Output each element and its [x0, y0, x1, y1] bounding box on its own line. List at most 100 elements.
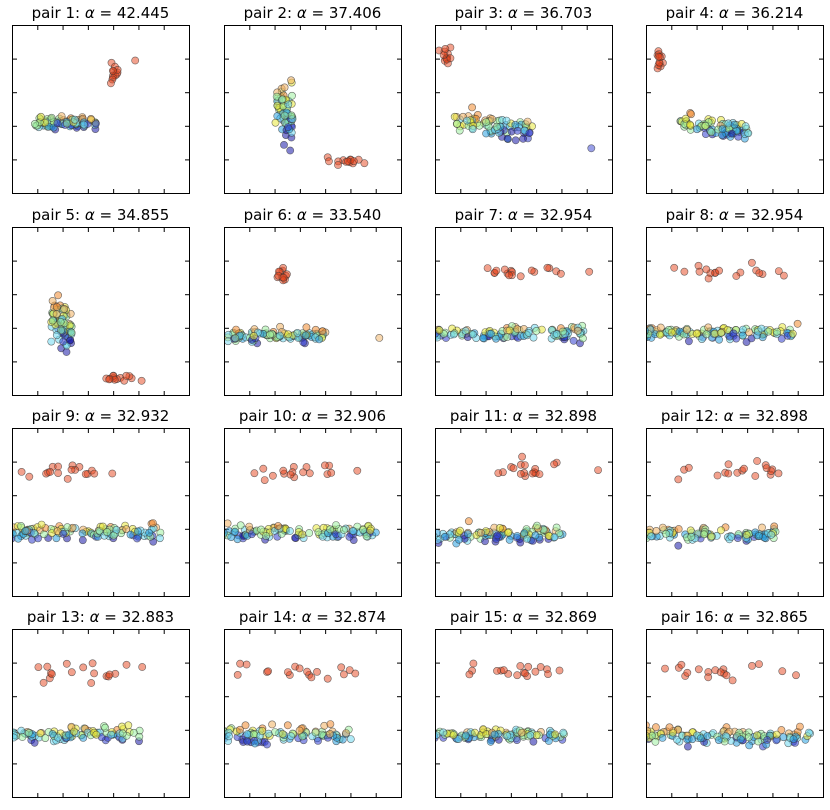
data-point — [632, 531, 639, 538]
data-point — [103, 528, 112, 536]
data-point — [78, 536, 87, 545]
data-point — [687, 110, 695, 119]
data-point — [359, 525, 367, 534]
scatter-points — [647, 258, 802, 346]
data-point — [529, 737, 538, 746]
data-point — [303, 667, 311, 676]
data-point — [268, 471, 277, 480]
data-point — [707, 532, 716, 541]
panel-value: = 33.540 — [307, 206, 382, 224]
data-point — [662, 530, 670, 538]
data-point — [518, 452, 526, 461]
data-point — [0, 732, 2, 739]
data-point — [713, 471, 722, 480]
data-point — [403, 527, 410, 534]
data-point — [275, 331, 284, 340]
data-point — [486, 737, 495, 746]
data-point — [493, 531, 502, 540]
data-point — [327, 468, 336, 477]
panel-label: pair 4: — [666, 4, 719, 22]
data-point — [535, 470, 544, 478]
panel-title: pair 10: α = 32.906 — [239, 407, 386, 425]
data-point — [788, 329, 797, 338]
data-point — [543, 263, 552, 272]
data-point — [236, 659, 244, 668]
data-point — [295, 726, 304, 735]
data-point — [326, 720, 335, 728]
data-point — [231, 334, 240, 343]
data-point — [509, 464, 518, 473]
data-point — [345, 666, 354, 674]
data-point — [403, 532, 410, 539]
data-point — [362, 532, 371, 541]
data-point — [492, 122, 501, 131]
data-point — [424, 330, 431, 337]
data-point — [241, 721, 250, 730]
data-point — [225, 337, 232, 346]
panel-label: pair 11: — [450, 407, 513, 425]
data-point — [429, 537, 436, 544]
data-point — [285, 527, 294, 535]
data-point — [302, 323, 311, 332]
data-point — [133, 534, 141, 543]
panel-title: pair 1: α = 42.445 — [32, 4, 170, 22]
panel-value: = 42.445 — [95, 4, 170, 22]
data-point — [54, 469, 62, 477]
axis-ticks — [435, 227, 613, 396]
data-point — [718, 125, 727, 134]
data-point — [505, 326, 514, 335]
panel-2: pair 2: α = 37.406 — [224, 4, 402, 194]
data-point — [215, 541, 222, 548]
data-point — [52, 331, 61, 340]
data-point — [313, 668, 321, 676]
data-point — [199, 730, 206, 737]
data-point — [118, 729, 127, 738]
data-point — [687, 532, 696, 541]
data-point — [286, 470, 295, 479]
data-point — [525, 129, 534, 137]
data-point — [654, 52, 663, 61]
data-point — [779, 733, 788, 742]
data-point — [613, 528, 620, 535]
data-point — [30, 738, 39, 747]
data-point — [446, 54, 455, 63]
data-point — [755, 269, 764, 277]
data-point — [523, 535, 531, 543]
axis-ticks — [435, 25, 613, 194]
axis-ticks — [646, 428, 824, 597]
scatter-points — [199, 659, 360, 749]
data-point — [449, 731, 458, 739]
axes-frame — [12, 428, 190, 597]
panel-title: pair 5: α = 34.855 — [32, 206, 170, 224]
data-point — [681, 114, 690, 123]
data-point — [37, 520, 46, 529]
data-point — [118, 722, 126, 731]
data-point — [415, 730, 422, 737]
data-point — [99, 522, 107, 531]
data-point — [236, 521, 245, 530]
data-point — [299, 468, 307, 477]
data-point — [394, 722, 401, 729]
panel-value: = 32.869 — [523, 608, 598, 626]
scatter-points — [47, 291, 146, 385]
data-point — [225, 519, 232, 528]
data-point — [268, 720, 276, 729]
data-point — [346, 735, 355, 743]
data-point — [455, 535, 463, 544]
data-point — [503, 732, 512, 740]
data-point — [30, 529, 39, 538]
data-point — [482, 129, 490, 138]
panel-label: pair 1: — [32, 4, 85, 22]
data-point — [674, 475, 683, 484]
data-point — [122, 525, 131, 534]
data-point — [324, 157, 333, 166]
data-point — [400, 731, 407, 738]
data-point — [0, 731, 3, 738]
data-point — [658, 734, 667, 742]
data-point — [291, 534, 299, 542]
panel-label: pair 6: — [244, 206, 297, 224]
data-point — [630, 531, 637, 538]
data-point — [298, 530, 307, 539]
data-point — [692, 329, 701, 338]
axis-ticks — [435, 629, 613, 798]
